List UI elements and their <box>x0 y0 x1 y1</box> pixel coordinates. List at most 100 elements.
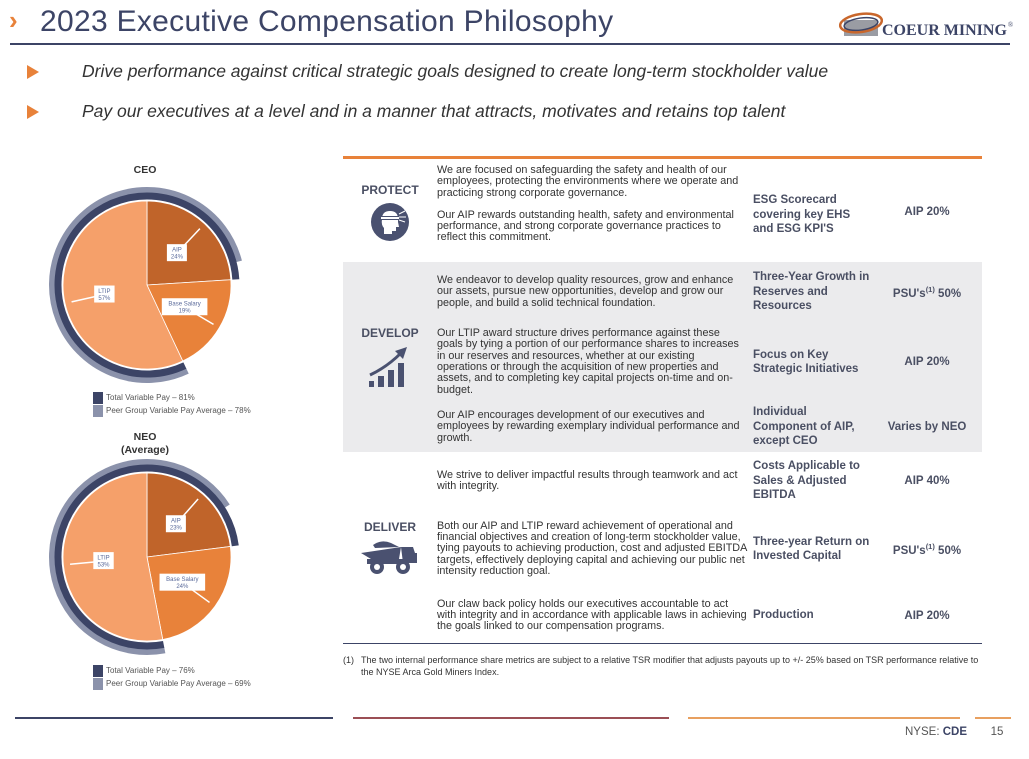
footnote-text: The two internal performance share metri… <box>361 655 979 677</box>
slice-label: LTIP <box>98 289 110 295</box>
table-row: Our LTIP award structure drives performa… <box>437 322 982 402</box>
slice-label: AIP <box>172 248 182 254</box>
row-weight: AIP 20% <box>872 610 982 622</box>
slice-label-box <box>94 285 115 303</box>
desc-paragraph: Our AIP rewards outstanding health, safe… <box>437 208 734 244</box>
row-weight: PSU's(1) 50% <box>872 285 982 300</box>
total-variable-pay-ring <box>54 192 240 378</box>
pie-slice-base-salary <box>146 546 232 640</box>
legend-item: Total Variable Pay – 81% <box>93 391 251 404</box>
section-deliver: DELIVER We strive to deliver impactful r… <box>343 452 982 643</box>
weight-text: AIP 20% <box>904 356 950 368</box>
slice-label-box <box>159 573 206 591</box>
desc-paragraph: We strive to deliver impactful results t… <box>437 468 738 492</box>
legend-item: Peer Group Variable Pay Average – 69% <box>93 677 251 690</box>
ceo-pie-title: CEO <box>85 164 205 177</box>
legend-label: Total Variable Pay – 81% <box>106 393 195 402</box>
row-metric: ESG Scorecard covering key EHS and ESG K… <box>753 194 851 235</box>
row-metric: Three-Year Growth in Reserves and Resour… <box>753 271 870 313</box>
row-metric: Individual Component of AIP, except CEO <box>753 406 855 448</box>
weight-text: AIP 40% <box>904 475 950 487</box>
legend-swatch <box>93 404 103 417</box>
desc-paragraph: Our AIP encourages development of our ex… <box>437 409 740 444</box>
legend-swatch <box>93 391 103 404</box>
weight-text: PSU's <box>892 287 926 300</box>
footnote: (1) The two internal performance share m… <box>343 654 993 678</box>
slice-value-label: 19% <box>179 309 192 315</box>
row-metric: Costs Applicable to Sales & Adjusted EBI… <box>753 460 860 502</box>
table-row: Our claw back policy holds our executive… <box>437 588 982 643</box>
footnote-number: (1) <box>343 655 354 665</box>
logo-wordmark: COEUR MINING® <box>882 21 1014 39</box>
table-row: We endeavor to develop quality resources… <box>437 262 982 322</box>
row-metric: Production <box>753 609 814 622</box>
legend-swatch <box>93 664 103 677</box>
title-divider <box>10 43 1010 45</box>
section-label: DEVELOP <box>343 262 437 452</box>
weight-text: 50% <box>934 544 962 557</box>
total-variable-pay-ring <box>54 464 239 650</box>
section-label-text: PROTECT <box>361 183 419 197</box>
safety-helmet-icon <box>371 203 409 241</box>
desc-paragraph: Our claw back policy holds our executive… <box>437 597 747 633</box>
slice-label-box <box>93 552 114 570</box>
logo-registered-mark: ® <box>1008 21 1014 29</box>
pie-subtitle-text: (Average) <box>120 444 170 456</box>
pie-title-text: CEO <box>133 164 157 176</box>
growth-chart-icon <box>369 346 407 387</box>
row-description: Our AIP encourages development of our ex… <box>437 409 747 444</box>
slice-value-label: 23% <box>170 526 183 532</box>
pie-slice-aip <box>146 200 232 286</box>
row-description: Our claw back policy holds our executive… <box>437 597 747 633</box>
legend-label: Total Variable Pay – 76% <box>106 666 195 675</box>
weight-text: 50% <box>934 287 962 300</box>
desc-paragraph: We are focused on safeguarding the safet… <box>437 164 739 199</box>
peer-group-ring <box>49 187 242 383</box>
legend-item: Total Variable Pay – 76% <box>93 664 251 677</box>
row-description: We strive to deliver impactful results t… <box>437 468 747 493</box>
bullet-item: Drive performance against critical strat… <box>27 61 828 82</box>
neo-pie-title: NEO (Average) <box>85 431 205 457</box>
section-label-text: DEVELOP <box>361 325 419 340</box>
footnote-ref: (1) <box>925 541 935 551</box>
section-develop: DEVELOP We endeavor to develop quality r… <box>343 262 982 452</box>
slice-value-label: 24% <box>171 255 184 261</box>
desc-paragraph: We endeavor to develop quality resources… <box>437 274 734 309</box>
row-description: Both our AIP and LTIP reward achievement… <box>437 520 747 577</box>
pie-title-text: NEO <box>133 431 157 443</box>
ceo-pie-legend: Total Variable Pay – 81% Peer Group Vari… <box>93 391 251 417</box>
neo-pie-legend: Total Variable Pay – 76% Peer Group Vari… <box>93 664 251 690</box>
footer-rule-maroon <box>353 717 669 719</box>
row-weight: AIP 20% <box>872 206 982 218</box>
pie-slice-aip <box>146 472 231 558</box>
slice-label-box <box>161 298 208 316</box>
legend-label: Peer Group Variable Pay Average – 78% <box>106 406 251 415</box>
table-row: We are focused on safeguarding the safet… <box>437 163 982 258</box>
company-logo: COEUR MINING® <box>838 10 1028 40</box>
slice-label-box <box>165 515 186 533</box>
page-title: 2023 Executive Compensation Philosophy <box>40 5 614 38</box>
slice-label: LTIP <box>97 556 109 562</box>
table-row: We strive to deliver impactful results t… <box>437 452 982 510</box>
footer-rule-orange <box>688 717 960 719</box>
weight-text: AIP 20% <box>904 609 950 622</box>
weight-text: AIP 20% <box>904 206 950 218</box>
section-rows: We are focused on safeguarding the safet… <box>437 163 982 262</box>
footnote-ref: (1) <box>925 284 935 294</box>
row-metric: Focus on Key Strategic Initiatives <box>753 348 859 376</box>
bullet-text: Pay our executives at a level and in a m… <box>82 101 786 121</box>
row-description: We are focused on safeguarding the safet… <box>437 164 747 244</box>
slice-label: Base Salary <box>168 302 200 308</box>
legend-swatch <box>93 677 103 690</box>
weight-text: PSU's <box>892 544 926 557</box>
logo-text: COEUR MINING <box>882 22 1007 39</box>
ticker-symbol: CDE <box>942 726 967 738</box>
row-description: Our LTIP award structure drives performa… <box>437 327 747 396</box>
table-row: Our AIP encourages development of our ex… <box>437 402 982 452</box>
slice-label: AIP <box>171 519 181 525</box>
page-number: 15 <box>990 726 1004 738</box>
peer-group-ring <box>49 459 230 655</box>
footer-rule-orange-short <box>975 717 1011 719</box>
haul-truck-icon <box>361 541 417 574</box>
